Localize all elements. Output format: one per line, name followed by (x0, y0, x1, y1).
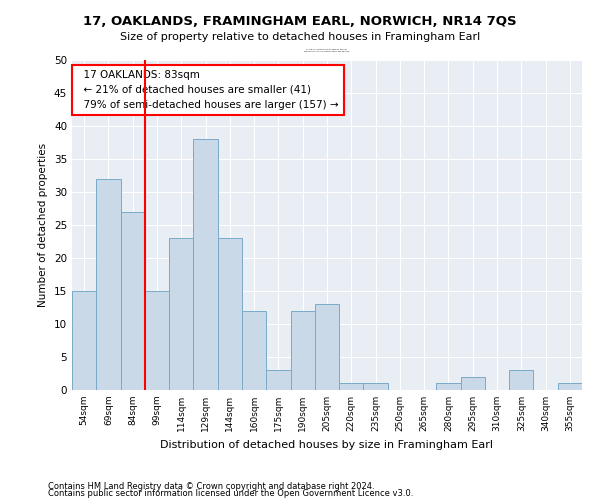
Text: Size of property relative to detached houses in Framingham Earl: Size of property relative to detached ho… (120, 32, 480, 42)
Bar (145, 291, 169, 390)
Bar (290, 311, 315, 390)
Bar (242, 311, 266, 390)
Bar (315, 304, 339, 390)
Bar (558, 384, 582, 390)
Text: 17 OAKLANDS: 83sqm
  ← 21% of detached houses are smaller (41)
  79% of semi-det: 17 OAKLANDS: 83sqm ← 21% of detached hou… (77, 70, 339, 110)
Bar (509, 370, 533, 390)
Bar (218, 238, 242, 390)
Title: 17, OAKLANDS, FRAMINGHAM EARL, NORWICH, NR14 7QS
Size of property relative to de: 17, OAKLANDS, FRAMINGHAM EARL, NORWICH, … (304, 49, 350, 51)
X-axis label: Distribution of detached houses by size in Framingham Earl: Distribution of detached houses by size … (161, 440, 493, 450)
Bar (436, 384, 461, 390)
Bar (364, 384, 388, 390)
Text: Contains public sector information licensed under the Open Government Licence v3: Contains public sector information licen… (48, 490, 413, 498)
Text: Contains HM Land Registry data © Crown copyright and database right 2024.: Contains HM Land Registry data © Crown c… (48, 482, 374, 491)
Text: 17, OAKLANDS, FRAMINGHAM EARL, NORWICH, NR14 7QS: 17, OAKLANDS, FRAMINGHAM EARL, NORWICH, … (83, 15, 517, 28)
Bar (96, 179, 121, 390)
Bar (72, 291, 96, 390)
Bar (121, 212, 145, 390)
Bar (266, 370, 290, 390)
Bar (461, 377, 485, 390)
Bar (339, 384, 364, 390)
Bar (169, 238, 193, 390)
Bar (193, 139, 218, 390)
Y-axis label: Number of detached properties: Number of detached properties (38, 143, 49, 307)
